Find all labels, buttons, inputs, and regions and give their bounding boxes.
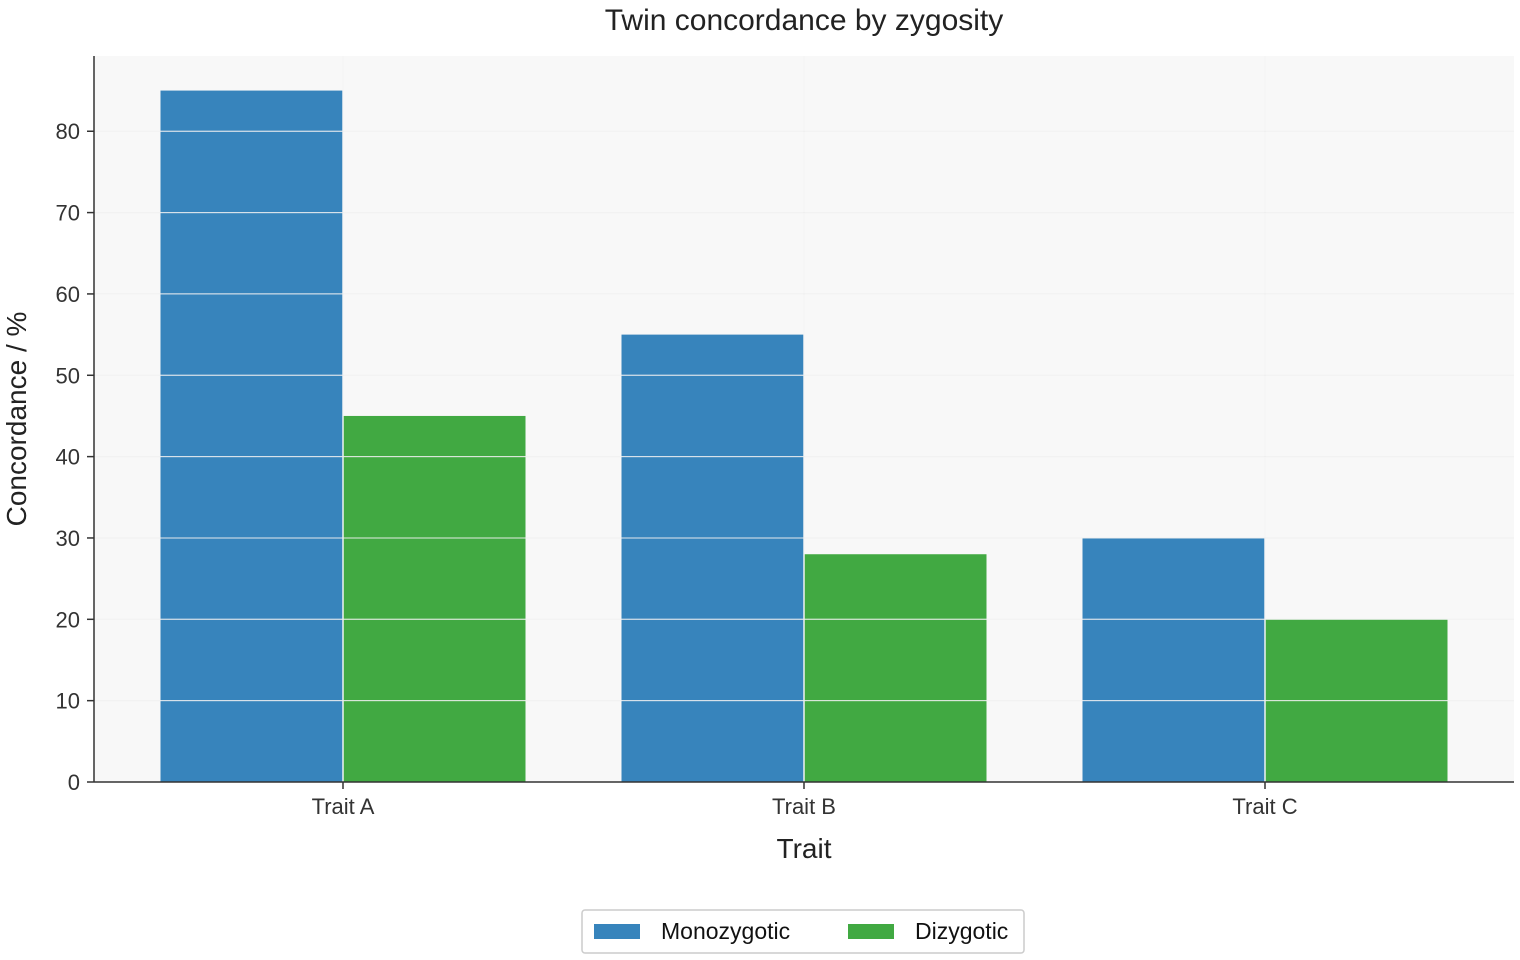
x-axis-label: Trait	[777, 833, 832, 864]
legend: Monozygotic Dizygotic	[581, 909, 1025, 954]
gridlines	[94, 56, 1514, 782]
x-tick-label: Trait A	[312, 794, 375, 819]
y-tick-label: 20	[56, 607, 80, 632]
y-tick-label: 10	[56, 689, 80, 714]
y-tick-label: 0	[68, 770, 80, 795]
x-tick-label: Trait C	[1232, 794, 1297, 819]
bar-dizygotic-trait-b	[804, 554, 987, 782]
y-axis-label: Concordance / %	[1, 312, 32, 527]
bars-group	[160, 90, 1448, 783]
ticks-group: 0 10 20 30 40 50 60 70 80 Trait A Trait B Trait C	[56, 119, 1298, 819]
legend-swatch-dizygotic	[848, 924, 894, 939]
y-tick-label: 40	[56, 445, 80, 470]
y-tick-label: 30	[56, 526, 80, 551]
legend-label-dizygotic: Dizygotic	[915, 918, 1008, 944]
x-tick-label: Trait B	[772, 794, 836, 819]
legend-swatch-monozygotic	[594, 924, 640, 939]
y-tick-label: 70	[56, 201, 80, 226]
y-tick-label: 80	[56, 119, 80, 144]
legend-label-monozygotic: Monozygotic	[661, 918, 790, 944]
bar-monozygotic-trait-a	[160, 90, 343, 783]
y-tick-label: 60	[56, 282, 80, 307]
legend-box	[581, 909, 1025, 954]
y-tick-label: 50	[56, 363, 80, 388]
chart-title: Twin concordance by zygosity	[605, 4, 1004, 37]
bar-monozygotic-trait-c	[1082, 537, 1265, 782]
bar-monozygotic-trait-b	[621, 334, 804, 782]
bar-dizygotic-trait-a	[343, 415, 526, 782]
